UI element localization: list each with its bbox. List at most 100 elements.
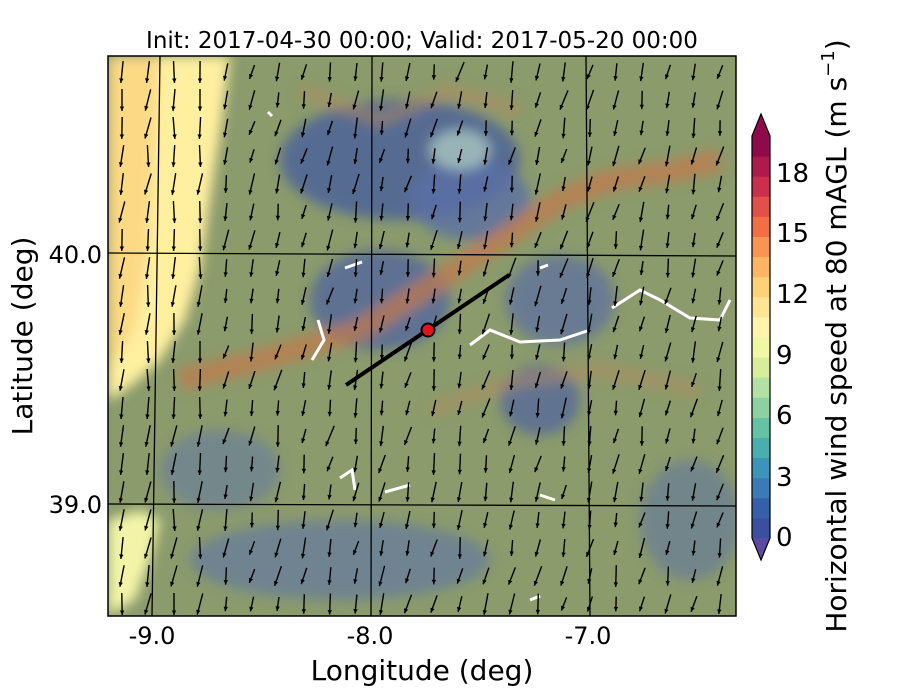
wind-arrow [483, 482, 488, 502]
wind-arrow [300, 537, 307, 559]
wind-arrow [248, 120, 256, 136]
wind-arrow [145, 453, 150, 475]
wind-arrow [457, 313, 462, 335]
wind-arrow [639, 482, 644, 502]
wind-arrow [612, 176, 620, 192]
wind-arrow [327, 484, 332, 500]
wind-arrow [455, 61, 465, 83]
wind-arrow [716, 90, 724, 110]
wind-arrow [405, 148, 410, 164]
wind-arrow [483, 455, 488, 473]
wind-arrow [301, 204, 307, 220]
wind-arrow [560, 566, 568, 586]
wind-arrow [170, 453, 177, 475]
wind-arrow [171, 312, 177, 336]
wind-arrow [716, 399, 723, 417]
wind-arrow [691, 232, 696, 248]
wind-arrow [691, 117, 696, 139]
wind-arrow [638, 567, 646, 585]
wind-arrow [172, 60, 177, 84]
wind-arrow [405, 568, 411, 584]
wind-arrow [223, 63, 229, 81]
wind-arrow [172, 368, 177, 392]
wind-arrow [533, 566, 543, 586]
wind-arrow [353, 231, 358, 249]
wind-arrow [509, 232, 514, 248]
wind-arrow [716, 64, 724, 80]
wind-arrow [509, 539, 514, 557]
wind-arrow [223, 147, 229, 165]
wind-arrow [223, 509, 228, 531]
wind-arrow [145, 201, 151, 223]
wind-arrow [481, 398, 491, 418]
wind-arrow [119, 396, 124, 420]
colorbar-segment [752, 196, 770, 217]
wind-arrow [690, 456, 698, 472]
wind-arrow [119, 592, 125, 616]
wind-arrow [249, 259, 254, 277]
colorbar-segment [752, 437, 770, 459]
wind-arrow [431, 399, 437, 417]
wind-arrow [457, 174, 462, 194]
wind-arrow [691, 288, 697, 304]
wind-arrow [325, 287, 335, 305]
wind-arrow [483, 147, 489, 165]
wind-arrow [639, 344, 645, 360]
wind-arrow [119, 89, 125, 111]
wind-arrow [508, 147, 516, 165]
wind-arrow [457, 400, 463, 416]
wind-arrow [639, 426, 645, 446]
wind-arrow [327, 174, 333, 194]
colorbar-segment [752, 457, 770, 479]
wind-arrow [274, 119, 282, 137]
wind-arrow [612, 428, 620, 444]
wind-arrow [118, 481, 125, 503]
wind-arrow [535, 512, 540, 528]
wind-arrow [145, 228, 150, 252]
wind-arrow [457, 453, 462, 475]
wind-arrow [482, 567, 490, 585]
wind-arrow [327, 92, 332, 108]
colorbar-segment [752, 417, 770, 438]
wind-arrow [327, 62, 332, 82]
wind-arrow [300, 287, 307, 305]
wind-arrow [587, 510, 592, 530]
wind-arrow [587, 568, 593, 584]
wind-arrow [560, 397, 567, 419]
wind-arrow [249, 596, 255, 612]
wind-arrow [353, 568, 359, 584]
wind-arrow [248, 90, 256, 110]
wind-arrow [534, 455, 542, 473]
wind-arrow [378, 593, 385, 615]
wind-arrow [146, 368, 151, 392]
wind-arrow [301, 428, 307, 444]
wind-arrow [431, 64, 437, 80]
wind-arrow [301, 483, 306, 501]
wind-arrow [587, 370, 592, 390]
wind-arrow [691, 428, 696, 444]
wind-arrow [561, 117, 566, 139]
wind-arrow [716, 341, 724, 363]
wind-arrow [612, 481, 619, 503]
wind-arrow [197, 368, 202, 392]
wind-arrow [301, 372, 306, 388]
wind-arrow [509, 344, 515, 360]
wind-arrow [326, 146, 334, 166]
wind-arrow [535, 344, 541, 360]
grid-lon-center [370, 56, 373, 616]
colorbar [751, 112, 771, 562]
x-tick-label: -9.0 [129, 622, 176, 650]
wind-arrow [534, 119, 542, 137]
wind-arrow [379, 203, 384, 221]
wind-arrow [249, 482, 255, 502]
wind-arrow [379, 540, 384, 556]
wind-arrow [587, 118, 592, 138]
wind-arrow [405, 259, 411, 277]
ridge-north [297, 82, 522, 128]
wind-arrow [612, 90, 620, 110]
wind-arrow [196, 313, 203, 335]
wind-arrow [378, 482, 386, 502]
wind-arrow [691, 204, 697, 220]
wind-arrow [535, 260, 541, 276]
wind-arrow [457, 148, 463, 164]
